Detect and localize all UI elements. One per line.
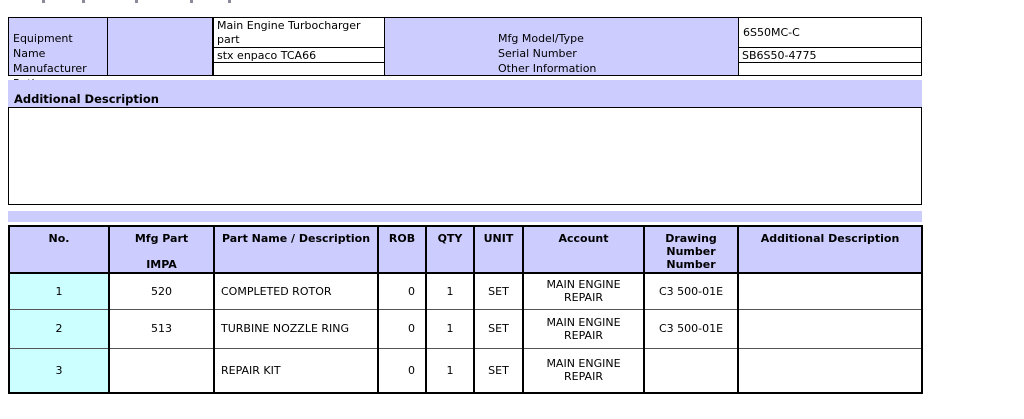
mfg-part-cell: [108, 347, 215, 394]
additional-description-cell: [737, 308, 923, 349]
table-row: 1 520 COMPLETED ROTOR 0 1 SET MAIN ENGIN…: [8, 272, 923, 310]
col-header-additional-description: Additional Description: [737, 225, 923, 274]
col-header-qty: QTY: [425, 225, 475, 274]
qty-cell: 1: [425, 272, 475, 310]
account-cell: MAIN ENGINE REPAIR: [522, 308, 645, 349]
equipment-name-label: Equipment Name: [13, 32, 73, 60]
equipment-info-spacer-cell: [108, 17, 213, 76]
part-name-cell: REPAIR KIT: [213, 347, 379, 394]
mfg-model-type-input[interactable]: 6S50MC-C: [738, 17, 922, 48]
col-header-part-name: Part Name / Description: [213, 225, 379, 274]
serial-number-input[interactable]: SB6S50-4775: [738, 47, 922, 63]
equipment-info-left-labels: Equipment Name Manufacturer Rating: [8, 17, 108, 90]
drawing-number-cell: C3 500-01E: [643, 272, 739, 310]
manufacturer-input[interactable]: stx enpaco TCA66: [213, 47, 385, 63]
additional-description-textarea[interactable]: [8, 107, 922, 205]
drawing-number-cell: C3 500-01E: [643, 308, 739, 349]
qty-cell: 1: [425, 308, 475, 349]
rob-cell: 0: [377, 272, 427, 310]
col-header-mfg-part: Mfg Part IMPA: [108, 225, 215, 274]
col-header-unit: UNIT: [473, 225, 524, 274]
equipment-info-left-values: Main Engine Turbocharger part stx enpaco…: [213, 17, 385, 76]
equipment-info-right-labels: Mfg Model/Type Serial Number Other Infor…: [385, 17, 738, 76]
additional-description-cell: [737, 272, 923, 310]
col-header-rob: ROB: [377, 225, 427, 274]
qty-cell: 1: [425, 347, 475, 394]
mfg-part-cell: 520: [108, 272, 215, 310]
part-name-cell: TURBINE NOZZLE RING: [213, 308, 379, 349]
table-row: 3 REPAIR KIT 0 1 SET MAIN ENGINE REPAIR: [8, 347, 923, 394]
account-cell: MAIN ENGINE REPAIR: [522, 272, 645, 310]
col-header-account: Account: [522, 225, 645, 274]
serial-number-label: Serial Number: [498, 47, 577, 60]
unit-cell: SET: [473, 347, 524, 394]
equipment-info-right-values: 6S50MC-C SB6S50-4775: [738, 17, 922, 76]
col-header-impa: IMPA: [146, 258, 177, 271]
other-information-label: Other Information: [498, 62, 597, 75]
additional-description-cell: [737, 347, 923, 394]
part-name-cell: COMPLETED ROTOR: [213, 272, 379, 310]
other-information-input[interactable]: [738, 62, 922, 76]
row-number-cell[interactable]: 2: [8, 308, 110, 349]
additional-description-label: Additional Description: [14, 92, 159, 106]
parts-table: No. Mfg Part IMPA Part Name / Descriptio…: [8, 225, 923, 394]
section-divider-band: [8, 211, 922, 222]
parts-table-header-row: No. Mfg Part IMPA Part Name / Descriptio…: [8, 225, 923, 274]
mfg-model-type-label: Mfg Model/Type: [498, 32, 584, 45]
unit-cell: SET: [473, 308, 524, 349]
equipment-info-table: Equipment Name Manufacturer Rating Main …: [8, 17, 922, 90]
row-number-cell[interactable]: 3: [8, 347, 110, 394]
drawing-number-cell: [643, 347, 739, 394]
row-number-cell[interactable]: 1: [8, 272, 110, 310]
additional-description-band: Additional Description: [8, 80, 922, 107]
col-header-drawing-number: Drawing Number Number: [643, 225, 739, 274]
unit-cell: SET: [473, 272, 524, 310]
account-cell: MAIN ENGINE REPAIR: [522, 347, 645, 394]
equipment-name-input[interactable]: Main Engine Turbocharger part: [213, 17, 385, 48]
rob-cell: 0: [377, 347, 427, 394]
rating-input[interactable]: [213, 62, 385, 76]
table-row: 2 513 TURBINE NOZZLE RING 0 1 SET MAIN E…: [8, 308, 923, 349]
col-header-no: No.: [8, 225, 110, 274]
mfg-part-cell: 513: [108, 308, 215, 349]
manufacturer-label: Manufacturer: [13, 62, 87, 75]
rob-cell: 0: [377, 308, 427, 349]
